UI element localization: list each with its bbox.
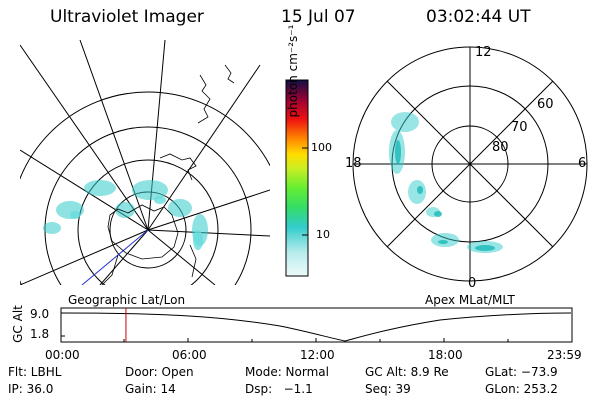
altitude-curve <box>60 312 572 342</box>
date-label: 15 Jul 07 <box>281 7 356 27</box>
time-label: 03:02:44 UT <box>426 7 531 27</box>
geographic-label: Geographic Lat/Lon <box>68 293 186 307</box>
aurora-emission <box>43 180 208 246</box>
info-dsp: Dsp: −1.1 <box>245 382 313 396</box>
info-filter: Flt: LBHL <box>8 365 62 379</box>
info-door: Door: Open <box>125 365 194 379</box>
geographic-map <box>20 40 270 285</box>
altitude-ytick-min: 1.8 <box>30 327 50 341</box>
info-gc-alt: GC Alt: 8.9 Re <box>365 365 449 379</box>
colorbar <box>285 79 309 277</box>
colorbar-tick-10: 10 <box>316 228 330 241</box>
aurora-oval <box>389 112 503 253</box>
mlt-label-6: 6 <box>578 156 587 171</box>
altitude-plot <box>60 307 573 343</box>
xtick-1200: 12:00 <box>300 348 335 362</box>
mlat-label-60: 60 <box>537 97 554 112</box>
colorbar-tick-100: 100 <box>311 141 332 154</box>
altitude-ylabel: GC Alt <box>11 305 25 343</box>
xtick-2359: 23:59 <box>547 348 582 362</box>
coastlines <box>101 64 235 285</box>
apex-label: Apex MLat/MLT <box>425 293 515 307</box>
info-seq: Seq: 39 <box>365 382 411 396</box>
colorbar-unit-label: photon cm⁻²s⁻¹ <box>286 24 300 118</box>
mlt-label-0: 0 <box>468 276 477 291</box>
mlt-label-18: 18 <box>345 156 362 171</box>
info-ip: IP: 36.0 <box>8 382 54 396</box>
mlat-label-80: 80 <box>492 140 509 155</box>
xtick-0000: 00:00 <box>45 348 80 362</box>
magnetic-map <box>352 46 588 282</box>
xtick-1800: 18:00 <box>428 348 463 362</box>
mlt-label-12: 12 <box>475 45 492 60</box>
mlat-label-70: 70 <box>511 120 528 135</box>
info-mode: Mode: Normal <box>245 365 329 379</box>
info-gain: Gain: 14 <box>125 382 176 396</box>
info-glat: GLat: −73.9 <box>485 365 558 379</box>
app-title: Ultraviolet Imager <box>50 7 204 27</box>
xtick-0600: 06:00 <box>172 348 207 362</box>
info-glon: GLon: 253.2 <box>485 382 558 396</box>
altitude-ytick-max: 9.0 <box>30 307 50 321</box>
